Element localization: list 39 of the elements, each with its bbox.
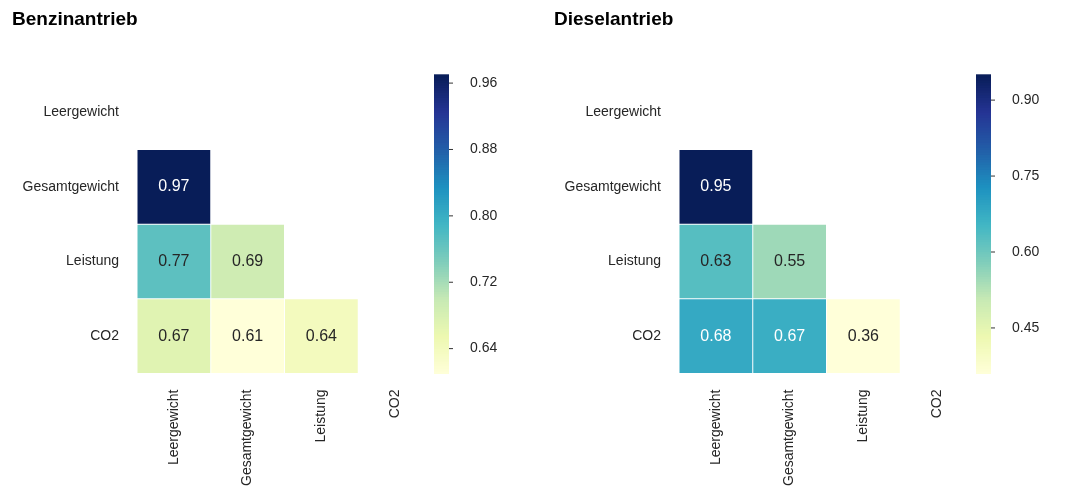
y-tick-label: CO2: [90, 327, 120, 344]
y-tick-label: Gesamtgewicht: [22, 177, 120, 194]
x-tick-label: CO2: [927, 389, 944, 419]
y-tick-label: Leistung: [66, 252, 119, 269]
color-bar-label: 0.80: [470, 206, 498, 223]
data-label: 0.63: [700, 251, 732, 269]
data-label: 0.97: [158, 177, 190, 195]
data-label: 0.68: [700, 326, 732, 344]
x-tick-label: Leistung: [854, 389, 871, 443]
data-label: 0.67: [774, 326, 806, 344]
color-bar-label: 0.96: [470, 73, 498, 90]
y-tick-label: Leergewicht: [585, 103, 662, 119]
color-bar-label: 0.60: [1012, 242, 1040, 259]
data-label: 0.95: [700, 177, 732, 195]
data-label: 0.61: [232, 326, 264, 344]
color-bar-label: 0.88: [470, 140, 498, 157]
data-label: 0.36: [847, 326, 880, 344]
color-bar-label: 0.72: [470, 273, 498, 290]
x-tick-label: CO2: [385, 389, 402, 419]
data-label: 0.64: [305, 326, 338, 344]
y-tick-label: Leergewicht: [43, 103, 120, 119]
chart-title: Benzinantrieb: [12, 7, 138, 29]
x-tick-label: Leistung: [312, 389, 329, 443]
color-bar-label: 0.90: [1012, 90, 1040, 107]
color-bar-label: 0.64: [470, 339, 498, 356]
data-label: 0.67: [158, 326, 190, 344]
color-bar-label: 0.45: [1012, 318, 1040, 335]
data-label: 0.77: [158, 251, 190, 269]
color-bar-label: 0.75: [1012, 166, 1040, 183]
x-tick-label: Leergewicht: [164, 389, 181, 466]
y-tick-label: Leistung: [608, 252, 661, 269]
x-tick-label: Gesamtgewicht: [238, 389, 255, 486]
x-tick-label: Leergewicht: [706, 389, 723, 466]
y-tick-label: Gesamtgewicht: [564, 177, 662, 194]
y-tick-label: CO2: [632, 327, 662, 344]
chart-title: Dieselantrieb: [554, 7, 674, 29]
x-tick-label: Gesamtgewicht: [780, 389, 797, 486]
data-label: 0.69: [232, 251, 264, 269]
data-label: 0.55: [774, 251, 806, 269]
